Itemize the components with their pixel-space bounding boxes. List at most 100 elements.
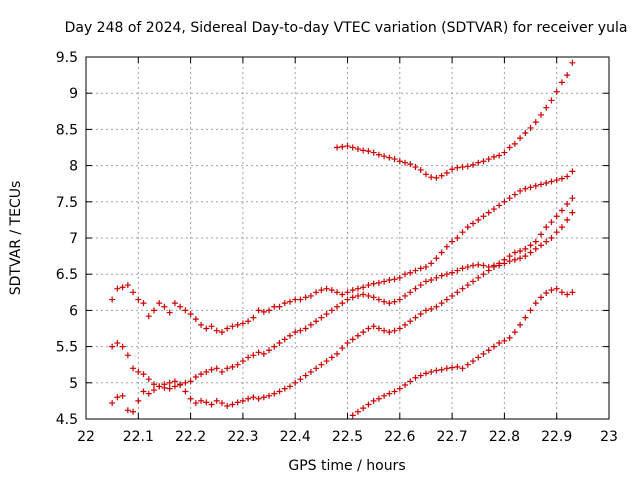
data-point: [307, 368, 314, 375]
data-point: [470, 220, 477, 227]
data-point: [543, 238, 550, 245]
data-point: [208, 401, 215, 408]
data-point: [135, 397, 142, 404]
data-point: [124, 352, 131, 359]
data-point: [276, 303, 283, 310]
data-point: [140, 388, 147, 395]
data-point: [354, 292, 361, 299]
data-point: [417, 265, 424, 272]
data-point: [245, 354, 252, 361]
data-point: [349, 294, 356, 301]
data-point: [360, 329, 367, 336]
data-point: [412, 285, 419, 292]
data-point: [318, 314, 325, 321]
data-point: [543, 179, 550, 186]
data-point: [480, 262, 487, 269]
data-point: [365, 401, 372, 408]
data-point: [250, 314, 257, 321]
data-point: [522, 245, 529, 252]
data-point: [553, 177, 560, 184]
data-point: [407, 318, 414, 325]
data-point: [391, 276, 398, 283]
data-point: [422, 370, 429, 377]
y-tick-label: 7: [69, 231, 78, 247]
data-point: [281, 385, 288, 392]
data-point: [543, 290, 550, 297]
data-point: [402, 321, 409, 328]
data-point: [543, 224, 550, 231]
data-point: [328, 287, 335, 294]
data-point: [417, 311, 424, 318]
data-point: [517, 248, 524, 255]
data-point: [281, 336, 288, 343]
x-tick-label: 22.4: [280, 429, 311, 445]
data-point: [402, 271, 409, 278]
data-point: [511, 256, 518, 263]
y-axis-label: SDTVAR / TECUs: [8, 181, 24, 296]
data-point: [470, 278, 477, 285]
data-point: [266, 347, 273, 354]
data-point: [177, 381, 184, 388]
data-point: [166, 309, 173, 316]
data-point: [407, 161, 414, 168]
data-point: [224, 365, 231, 372]
data-point: [171, 300, 178, 307]
data-point: [532, 119, 539, 126]
data-point: [517, 321, 524, 328]
data-point: [443, 365, 450, 372]
data-point: [464, 263, 471, 270]
data-point: [501, 260, 508, 267]
data-point: [239, 397, 246, 404]
data-point: [412, 164, 419, 171]
data-point: [124, 282, 131, 289]
data-point: [558, 207, 565, 214]
data-point: [334, 350, 341, 357]
x-tick-label: 22.9: [541, 429, 572, 445]
data-point: [459, 365, 466, 372]
data-point: [145, 376, 152, 383]
data-point: [250, 352, 257, 359]
data-point: [407, 378, 414, 385]
data-point: [449, 166, 456, 173]
data-point: [370, 397, 377, 404]
data-point: [459, 229, 466, 236]
data-point: [532, 245, 539, 252]
data-point: [511, 249, 518, 256]
data-point: [114, 394, 121, 401]
grid-lines: [86, 57, 609, 419]
data-point: [187, 311, 194, 318]
data-point: [109, 400, 116, 407]
data-point: [422, 307, 429, 314]
y-tick-label: 8.5: [56, 122, 78, 138]
data-point: [150, 387, 157, 394]
data-point: [140, 300, 147, 307]
data-point: [213, 365, 220, 372]
data-point: [187, 378, 194, 385]
data-point: [433, 367, 440, 374]
data-point: [198, 397, 205, 404]
data-point: [438, 249, 445, 256]
data-point: [375, 296, 382, 303]
data-point: [271, 390, 278, 397]
data-point: [323, 311, 330, 318]
data-point: [464, 282, 471, 289]
data-point: [501, 337, 508, 344]
chart-title: Day 248 of 2024, Sidereal Day-to-day VTE…: [65, 20, 628, 36]
data-point: [119, 392, 126, 399]
data-point: [538, 111, 545, 118]
data-point: [177, 303, 184, 310]
data-point: [156, 383, 163, 390]
data-point: [548, 287, 555, 294]
data-point: [203, 399, 210, 406]
data-point: [475, 159, 482, 166]
data-point: [511, 329, 518, 336]
y-tick-label: 8: [69, 159, 78, 175]
data-point: [255, 349, 262, 356]
data-point: [365, 282, 372, 289]
data-point: [271, 343, 278, 350]
data-point: [485, 347, 492, 354]
data-point: [527, 249, 534, 256]
data-point: [417, 372, 424, 379]
data-point: [496, 152, 503, 159]
